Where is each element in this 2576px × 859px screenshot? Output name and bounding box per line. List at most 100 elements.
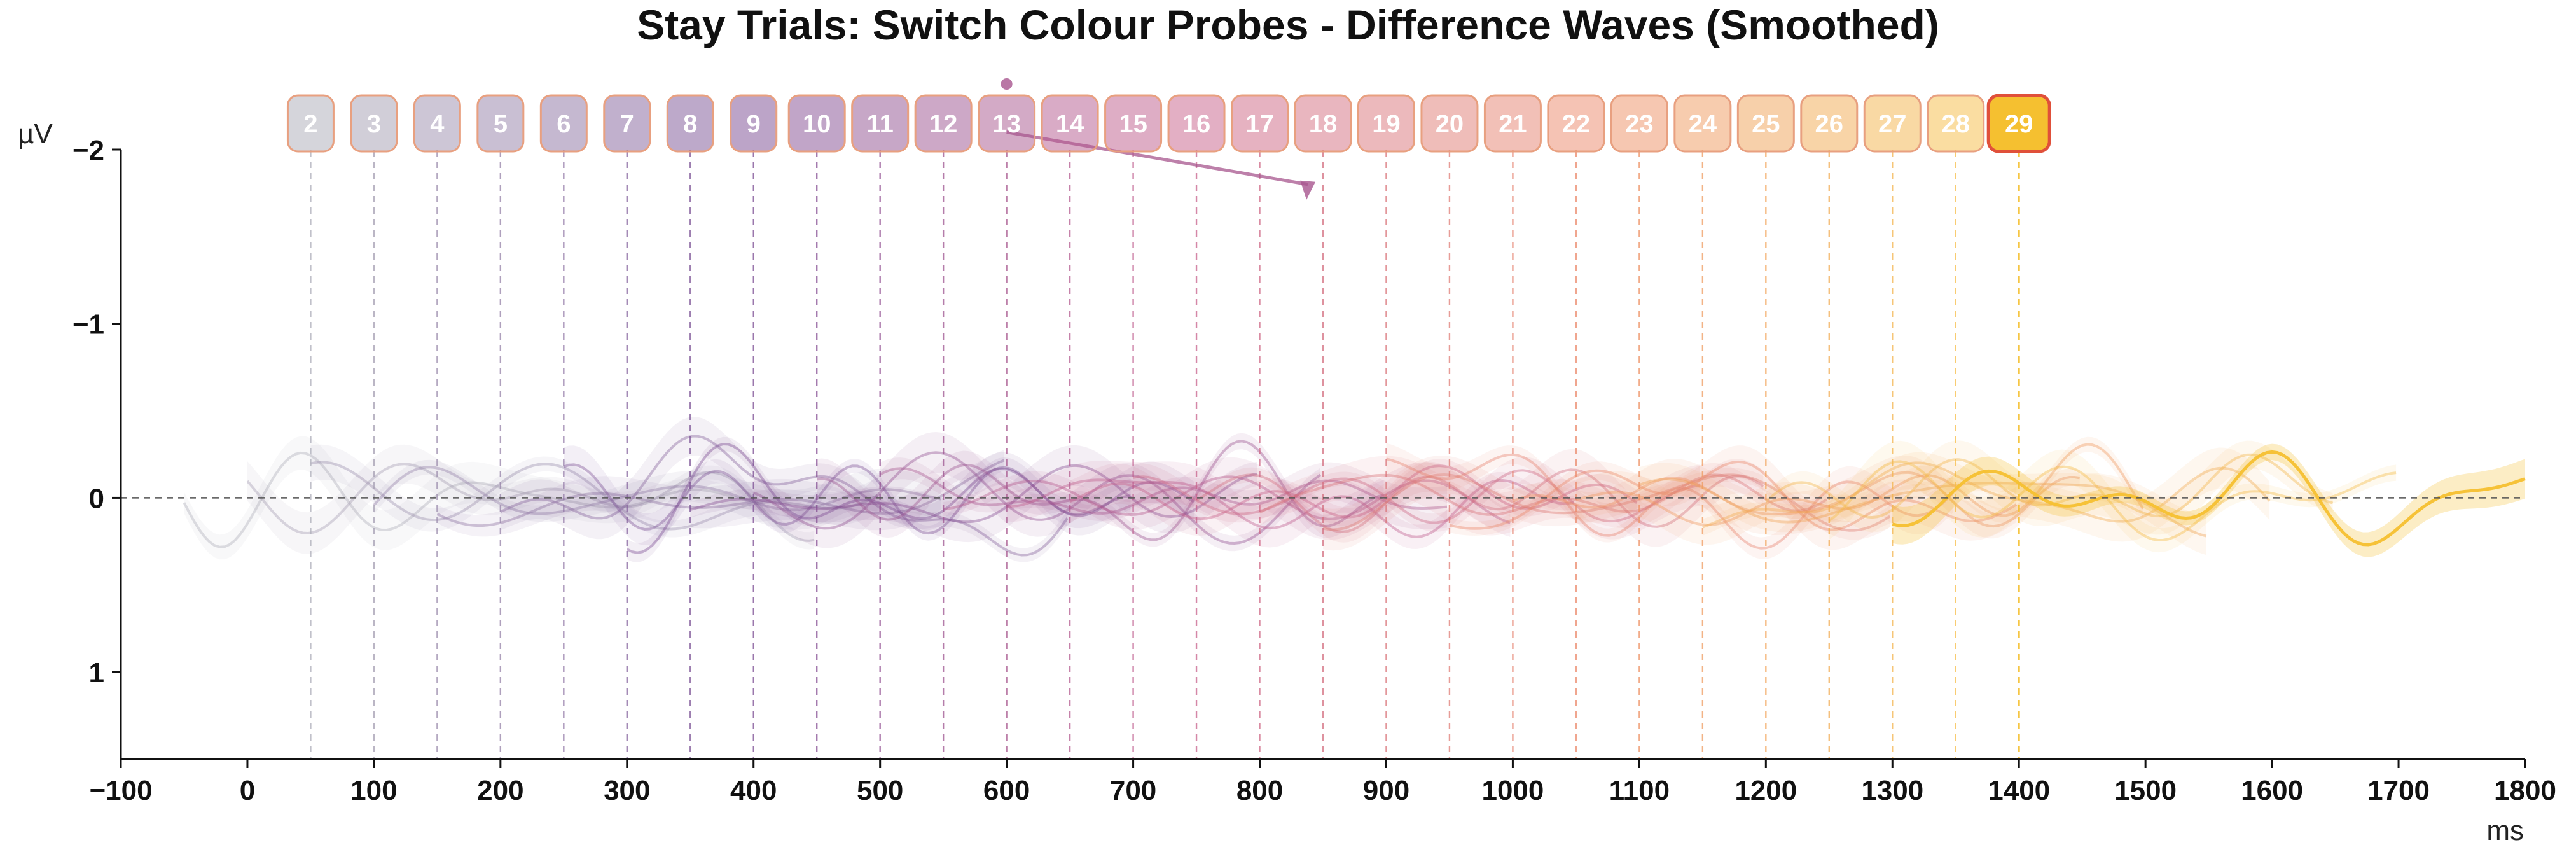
marker-badge-box [476,94,525,153]
wave-band-5 [373,459,941,530]
wave-29 [1892,450,2526,547]
chart-title: Stay Trials: Switch Colour Probes - Diff… [637,1,1939,48]
wave-band-14 [943,457,1511,540]
marker-badge-24: 24 [1673,94,1732,153]
marker-badge-label: 15 [1119,110,1147,138]
marker-badge-box [1800,94,1859,153]
wave-8 [563,463,1131,535]
wave-16 [1069,464,1638,520]
x-tick-label: 500 [857,775,903,806]
marker-badge-label: 3 [367,110,381,138]
marker-badge-8: 8 [666,94,714,153]
wave-10 [689,464,1257,524]
wave-25 [1638,478,2207,538]
marker-badge-label: 21 [1499,110,1527,138]
arrow-head [1300,180,1316,200]
marker-badge-label: 25 [1752,110,1780,138]
x-tick-label: 1300 [1861,775,1923,806]
wave-3 [246,463,815,542]
y-axis-unit-label: µV [18,118,53,150]
wave-28 [1828,460,2397,542]
wave-band-19 [1259,456,1827,536]
marker-badge-label: 26 [1815,110,1844,138]
marker-badge-box [1167,94,1226,153]
marker-badge-6: 6 [539,94,588,153]
wave-band-17 [1133,457,1700,540]
marker-badge-box [1547,94,1605,153]
marker-badge-label: 20 [1436,110,1464,138]
marker-badge-label: 24 [1689,110,1717,138]
marker-badge-label: 8 [683,110,697,138]
marker-badge-label: 29 [2005,110,2033,138]
marker-badge-16: 16 [1167,94,1226,153]
marker-badge-2: 2 [286,94,335,153]
wave-2 [183,451,752,548]
x-tick-label: 0 [240,775,255,806]
marker-badge-box [286,94,335,153]
series-layer [183,416,2526,562]
marker-badge-label: 28 [1941,110,1970,138]
wave-band-20 [1323,456,1890,551]
marker-badge-box [539,94,588,153]
marker-lines-layer [310,150,2020,759]
x-tick-label: 600 [983,775,1030,806]
marker-badge-label: 11 [867,110,894,138]
marker-badge-box [914,94,973,153]
marker-badge-9: 9 [730,94,778,153]
marker-badge-box [1104,94,1163,153]
wave-band-27 [1766,440,2333,535]
marker-badge-box [978,94,1036,153]
axes-layer [120,150,2525,760]
marker-badge-box [350,94,398,153]
marker-badge-18: 18 [1294,94,1352,153]
x-axis-ticks: −100 0 100 200 300 400 500 600 700 800 900 1000 1100… [89,759,2556,806]
marker-badge-label: 16 [1182,110,1211,138]
marker-badge-box [1357,94,1415,153]
x-tick-label: 1500 [2114,775,2177,806]
marker-badge-11: 11 [851,94,910,153]
wave-27 [1764,453,2334,519]
marker-badge-25: 25 [1736,94,1795,153]
wave-19 [1259,473,1827,516]
x-tick-label: 1200 [1735,775,1797,806]
y-tick-label: 1 [89,657,104,688]
marker-badge-box [787,94,846,153]
marker-badge-4: 4 [413,94,461,153]
wave-9 [626,442,1195,554]
marker-badge-20: 20 [1420,94,1479,153]
marker-badge-box [603,94,651,153]
wave-13 [879,467,1448,515]
marker-badge-box [1863,94,1922,153]
wave-band-3 [247,444,815,554]
wave-5 [373,466,941,515]
x-tick-label: 1800 [2494,775,2556,806]
x-axis-unit-label: ms [2486,815,2524,846]
marker-badge-label: 18 [1309,110,1338,138]
wave-band-25 [1639,463,2206,555]
marker-badge-23: 23 [1610,94,1668,153]
x-tick-label: 1400 [1988,775,2050,806]
marker-badge-label: 27 [1878,110,1907,138]
wave-band-18 [1196,449,1764,547]
wave-band-11 [753,432,1320,552]
marker-badge-7: 7 [603,94,651,153]
wave-12 [816,440,1385,541]
wave-band-8 [564,445,1131,545]
x-tick-label: 1700 [2367,775,2430,806]
x-tick-label: 900 [1363,775,1409,806]
wave-band-9 [627,436,1195,562]
y-tick-label: −1 [73,309,104,340]
x-tick-label: 100 [350,775,397,806]
x-tick-label: 300 [604,775,650,806]
x-tick-label: 200 [477,775,523,806]
wave-24 [1575,443,2144,527]
marker-badge-19: 19 [1357,94,1415,153]
wave-band-10 [690,445,1257,543]
marker-badge-label: 7 [620,110,634,138]
marker-badge-box [1927,94,1985,153]
marker-badge-label: 19 [1372,110,1401,138]
marker-badge-26: 26 [1800,94,1859,153]
wave-18 [1196,468,1764,533]
marker-badge-29: 29 [1986,94,2051,153]
marker-badge-5: 5 [476,94,525,153]
